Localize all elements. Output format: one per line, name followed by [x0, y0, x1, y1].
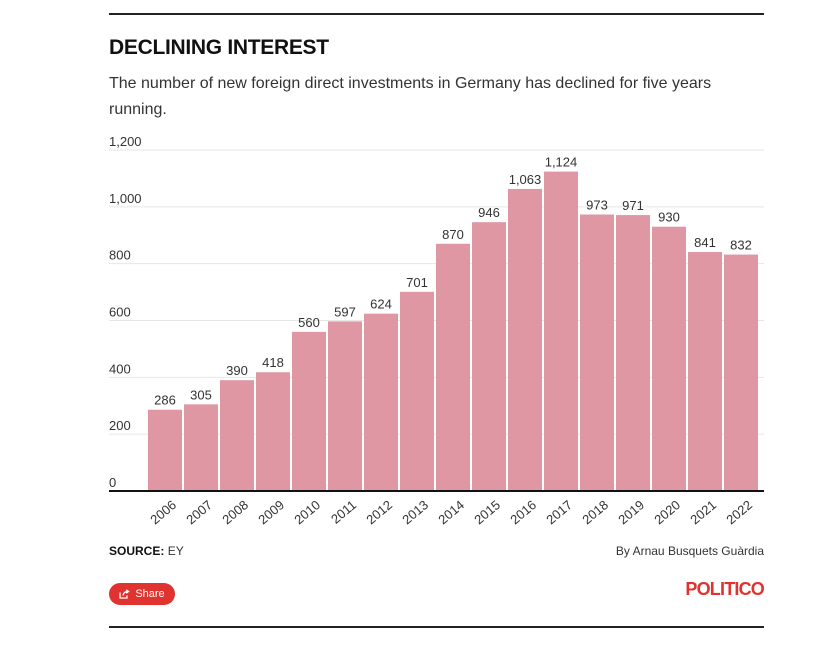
data-label: 841: [694, 235, 716, 250]
y-tick-label: 600: [109, 305, 131, 320]
bar: [724, 254, 758, 491]
x-tick-label: 2008: [219, 497, 251, 527]
y-tick-label: 1,200: [109, 134, 142, 149]
x-tick-label: 2007: [183, 497, 215, 527]
y-tick-label: 200: [109, 418, 131, 433]
bar: [580, 214, 614, 491]
data-label: 1,124: [545, 155, 578, 170]
data-label: 286: [154, 393, 176, 408]
data-label: 1,063: [509, 172, 542, 187]
bar: [292, 331, 326, 491]
x-tick-label: 2011: [328, 497, 359, 526]
bar: [616, 215, 650, 492]
bar: [436, 243, 470, 491]
chart-title: DECLINING INTEREST: [109, 36, 329, 59]
x-tick-label: 2019: [615, 497, 647, 527]
byline: By Arnau Busquets Guàrdia: [615, 544, 764, 558]
bar-chart: 0 200 400 600 800 1,000 1,200 286 2006 305 2007 390…: [109, 134, 764, 527]
share-label: Share: [135, 588, 165, 600]
bar: [400, 291, 434, 491]
politico-logo[interactable]: POLITICO: [685, 579, 764, 599]
bar: [472, 222, 506, 491]
data-label: 973: [586, 198, 608, 213]
y-tick-label: 800: [109, 248, 131, 263]
x-tick-label: 2021: [687, 497, 719, 527]
data-label: 597: [334, 304, 356, 319]
bar: [688, 252, 722, 491]
data-label: 946: [478, 205, 500, 220]
bar: [148, 409, 182, 491]
x-tick-label: 2014: [435, 497, 467, 527]
data-label: 305: [190, 387, 212, 402]
data-label: 832: [730, 238, 752, 253]
bar: [184, 404, 218, 491]
data-label: 560: [298, 315, 320, 330]
bar: [508, 188, 542, 491]
top-rule: [109, 13, 764, 15]
x-tick-label: 2017: [543, 497, 575, 527]
data-label: 870: [442, 227, 464, 242]
bar: [544, 171, 578, 491]
x-tick-label: 2020: [651, 497, 683, 527]
x-tick-label: 2006: [147, 497, 179, 527]
data-label: 418: [262, 355, 284, 370]
x-tick-label: 2022: [723, 497, 755, 527]
bar: [256, 372, 290, 491]
source-line: SOURCE: EY: [109, 544, 184, 558]
data-label: 624: [370, 297, 392, 312]
y-tick-label: 1,000: [109, 191, 142, 206]
chart-subtitle: The number of new foreign direct investm…: [109, 75, 712, 118]
share-button[interactable]: Share: [109, 583, 175, 605]
bar: [220, 380, 254, 491]
y-tick-label: 0: [109, 475, 116, 490]
y-tick-label: 400: [109, 361, 131, 376]
x-tick-label: 2018: [579, 497, 611, 527]
share-icon: [119, 589, 131, 599]
source-label: SOURCE:: [109, 544, 165, 558]
x-tick-label: 2015: [471, 497, 503, 527]
data-label: 701: [406, 275, 428, 290]
x-tick-label: 2012: [363, 497, 395, 527]
bar: [328, 321, 362, 491]
data-label: 390: [226, 363, 248, 378]
x-tick-label: 2010: [291, 497, 323, 527]
source-value: EY: [167, 544, 184, 558]
bar: [364, 313, 398, 491]
x-tick-label: 2013: [399, 497, 431, 527]
data-label: 930: [658, 210, 680, 225]
x-tick-label: 2016: [507, 497, 539, 527]
data-label: 971: [622, 198, 644, 213]
bottom-rule: [109, 626, 764, 628]
bar: [652, 226, 686, 491]
x-tick-label: 2009: [255, 497, 287, 527]
